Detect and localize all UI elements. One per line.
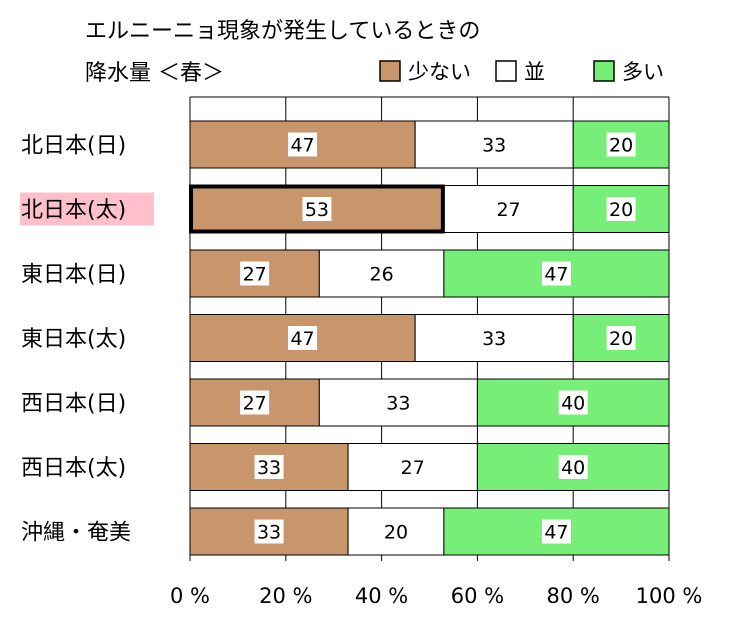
category-label-highlight xyxy=(20,192,154,226)
x-axis-ticks: 0 % 20 % 40 % 60 % 80 % 100 % xyxy=(170,584,702,608)
bar-row: 47 33 20 xyxy=(189,314,670,362)
value-label: 20 xyxy=(609,328,633,350)
value-label: 33 xyxy=(482,328,506,350)
value-label-box xyxy=(302,197,332,221)
category-label: 西日本(日) xyxy=(21,392,126,417)
value-label: 47 xyxy=(290,328,314,350)
value-label: 20 xyxy=(384,522,408,544)
value-label-box xyxy=(383,390,413,415)
bar-row: 53 27 20 xyxy=(189,184,670,234)
bar-row: 27 26 47 xyxy=(189,249,670,298)
chart-title-line-1: エルニーニョ現象が発生しているときの xyxy=(85,19,480,44)
x-tick-label: 60 % xyxy=(451,584,504,608)
bar-row: 27 33 40 xyxy=(189,378,670,427)
value-label: 53 xyxy=(305,199,329,221)
value-label-box xyxy=(479,132,509,157)
category-label: 西日本(太) xyxy=(21,456,126,481)
x-tick-label: 20 % xyxy=(259,584,312,608)
bar-row: 47 33 20 xyxy=(189,120,670,169)
bar-row: 33 27 40 xyxy=(189,443,670,491)
value-label-box xyxy=(254,519,284,544)
value-label-box xyxy=(606,326,636,350)
value-label: 27 xyxy=(496,199,520,221)
chart-bars: 47 33 20 53 27 20 27 26 47 47 33 20 27 33 40 33 27 40 33 20… xyxy=(189,120,670,556)
highlight-outline xyxy=(189,184,445,234)
value-label-box xyxy=(288,132,318,157)
value-label-box xyxy=(606,132,636,157)
value-label: 33 xyxy=(257,522,281,544)
value-label-box xyxy=(367,261,397,286)
category-label: 東日本(太) xyxy=(21,327,126,352)
category-label: 東日本(日) xyxy=(21,263,126,288)
value-label: 47 xyxy=(544,264,568,286)
value-label: 27 xyxy=(401,457,425,479)
value-label: 20 xyxy=(609,199,633,221)
value-label-box xyxy=(381,519,411,544)
bar-segment-並 xyxy=(318,378,478,427)
category-label: 沖縄・奄美 xyxy=(21,521,131,546)
value-label-box xyxy=(558,390,588,415)
value-label-box xyxy=(494,197,524,221)
legend-swatch xyxy=(495,60,517,82)
value-label-box xyxy=(288,326,318,350)
legend-label: 並 xyxy=(524,60,545,84)
value-label: 20 xyxy=(609,135,633,157)
x-tick-label: 100 % xyxy=(636,584,703,608)
value-label-box xyxy=(254,455,284,479)
chart-legend: 少ない 並 多い xyxy=(379,60,664,84)
legend-label: 多い xyxy=(622,60,664,84)
value-label-box xyxy=(398,455,428,479)
value-label-box xyxy=(240,390,270,415)
legend-swatch xyxy=(379,60,401,82)
value-label: 26 xyxy=(370,264,394,286)
category-label: 北日本(太) xyxy=(21,198,126,223)
value-label: 33 xyxy=(257,457,281,479)
category-labels: 北日本(日) 北日本(太) 東日本(日) 東日本(太) 西日本(日) 西日本(太) 沖縄・奄… xyxy=(20,134,154,546)
value-label-box xyxy=(541,261,571,286)
value-label-box xyxy=(479,326,509,350)
value-label: 47 xyxy=(544,522,568,544)
bar-row: 33 20 47 xyxy=(189,507,670,556)
value-label-box xyxy=(240,261,270,286)
value-label-box xyxy=(541,519,571,544)
category-label: 北日本(日) xyxy=(21,134,126,159)
chart-title-line-2: 降水量 ＜春＞ xyxy=(85,61,224,86)
value-label: 27 xyxy=(243,264,267,286)
value-label: 40 xyxy=(561,457,585,479)
value-label-box xyxy=(558,455,588,479)
legend-swatch xyxy=(593,60,615,82)
value-label-box xyxy=(606,197,636,221)
x-tick-label: 0 % xyxy=(170,584,210,608)
value-label: 47 xyxy=(290,135,314,157)
x-tick-label: 40 % xyxy=(355,584,408,608)
value-label: 40 xyxy=(561,393,585,415)
legend-label: 少ない xyxy=(408,60,471,84)
value-label: 27 xyxy=(243,393,267,415)
value-label: 33 xyxy=(386,393,410,415)
x-tick-label: 80 % xyxy=(547,584,600,608)
value-label: 33 xyxy=(482,135,506,157)
chart-title: エルニーニョ現象が発生しているときの 降水量 ＜春＞ xyxy=(85,19,480,86)
